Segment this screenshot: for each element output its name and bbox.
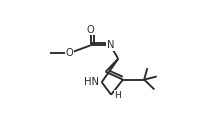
Text: H: H (114, 91, 121, 101)
Text: O: O (86, 25, 94, 35)
Text: H: H (113, 91, 120, 100)
Text: O: O (65, 48, 73, 58)
Text: N: N (106, 40, 114, 50)
Text: HN: HN (84, 77, 99, 87)
